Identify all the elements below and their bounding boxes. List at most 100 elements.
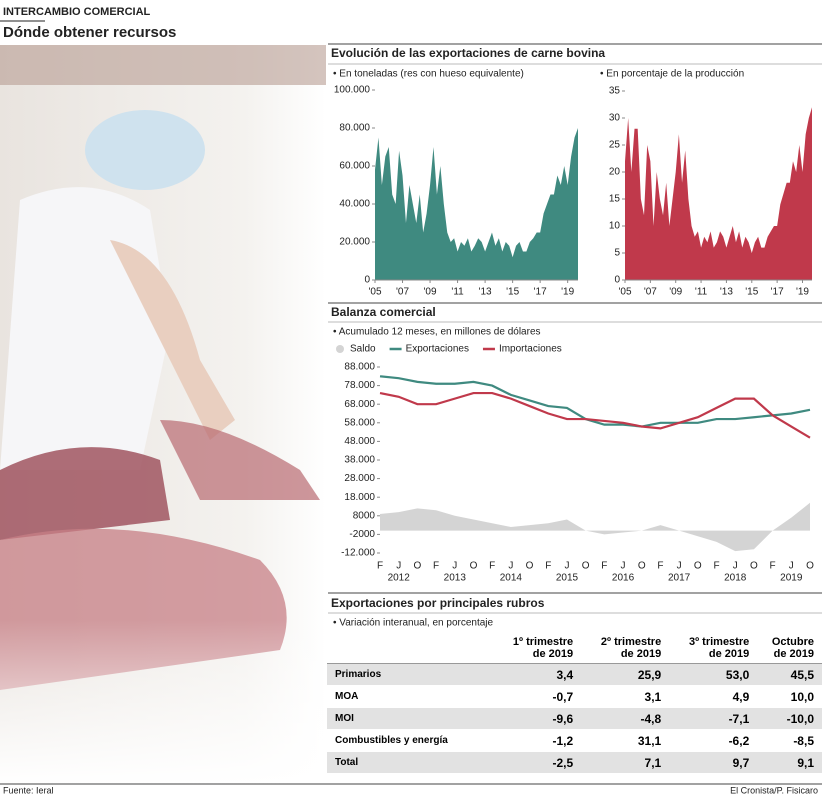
- y-tick-label: 18.000: [344, 492, 375, 503]
- x-tick-label: J: [396, 561, 401, 572]
- cell: -4,8: [581, 707, 670, 730]
- y-tick-label: 0: [614, 275, 620, 286]
- year-label: 2017: [668, 573, 691, 584]
- year-label: 2014: [500, 573, 523, 584]
- year-label: 2015: [556, 573, 579, 584]
- x-tick-label: '07: [396, 287, 409, 298]
- cell: 3,1: [581, 685, 670, 708]
- cell: 53,0: [669, 663, 758, 686]
- x-tick-label: O: [750, 561, 758, 572]
- y-tick-label: 68.000: [344, 399, 375, 410]
- section-title: Exportaciones por principales rubros: [331, 596, 545, 610]
- x-tick-label: J: [677, 561, 682, 572]
- y-tick-label: 48.000: [344, 436, 375, 447]
- row-label: Primarios: [327, 663, 494, 686]
- y-tick-label: 28.000: [344, 473, 375, 484]
- y-tick-label: 60.000: [339, 161, 370, 172]
- y-tick-label: 25: [609, 140, 621, 151]
- y-tick-label: 38.000: [344, 455, 375, 466]
- y-tick-label: 20: [609, 167, 621, 178]
- x-tick-label: J: [508, 561, 513, 572]
- x-tick-label: '13: [720, 287, 733, 298]
- x-tick-label: J: [789, 561, 794, 572]
- x-tick-label: O: [582, 561, 590, 572]
- x-tick-label: O: [470, 561, 478, 572]
- year-label: 2018: [724, 573, 747, 584]
- x-tick-label: '17: [771, 287, 784, 298]
- header-row: 1º trimestre de 2019 2º trimestre de 2019…: [327, 630, 822, 664]
- cell: 25,9: [581, 663, 670, 686]
- y-tick-label: 10: [609, 221, 621, 232]
- year-label: 2016: [612, 573, 635, 584]
- y-tick-label: 80.000: [339, 123, 370, 134]
- y-tick-label: 0: [364, 275, 370, 286]
- table-subtitle: • Variación interanual, en porcentaje: [333, 618, 494, 629]
- table-row: Primarios 3,4 25,9 53,0 45,5: [327, 663, 822, 686]
- column-header: Octubre de 2019: [757, 630, 822, 664]
- page-title: Dónde obtener recursos: [3, 24, 176, 41]
- y-tick-label: 88.000: [344, 362, 375, 373]
- column-header: 1º trimestre de 2019: [493, 630, 582, 664]
- cell: 3,4: [493, 663, 582, 686]
- y-tick-label: 8000: [353, 510, 376, 521]
- x-tick-label: '15: [745, 287, 758, 298]
- x-tick-label: J: [564, 561, 569, 572]
- x-tick-label: '11: [451, 287, 464, 298]
- line: [379, 375, 811, 428]
- cell: -8,5: [757, 729, 822, 752]
- cell: 10,0: [757, 685, 822, 708]
- row-label: Combustibles y energía: [327, 729, 494, 752]
- y-tick-label: 35: [609, 86, 621, 97]
- x-tick-label: F: [657, 561, 663, 572]
- section-title: Evolución de las exportaciones de carne …: [331, 46, 605, 60]
- x-tick-label: '15: [506, 287, 519, 298]
- y-tick-label: 100.000: [334, 85, 371, 96]
- x-tick-label: '11: [695, 287, 708, 298]
- photo: [0, 45, 326, 785]
- legend-label: Importaciones: [499, 344, 562, 355]
- credit: El Cronista/P. Fisicaro: [730, 785, 818, 795]
- cell: -6,2: [669, 729, 758, 752]
- x-tick-label: '13: [479, 287, 492, 298]
- area: [380, 502, 810, 552]
- cell: -1,2: [493, 729, 582, 752]
- cell: -9,6: [493, 707, 582, 730]
- cell: 45,5: [757, 663, 822, 686]
- x-tick-label: F: [713, 561, 719, 572]
- x-tick-label: O: [638, 561, 646, 572]
- x-tick-label: J: [621, 561, 626, 572]
- table-row: Combustibles y energía -1,2 31,1 -6,2 -8,5: [327, 729, 822, 752]
- cell: 9,7: [669, 751, 758, 774]
- x-tick-label: O: [806, 561, 814, 572]
- cell: 9,1: [757, 751, 822, 774]
- line: [379, 391, 811, 439]
- area: [375, 128, 578, 280]
- legend-label: Saldo: [350, 344, 376, 355]
- x-tick-label: '19: [796, 287, 809, 298]
- row-label: Total: [327, 751, 494, 774]
- cell: -10,0: [757, 707, 822, 730]
- x-tick-label: '09: [669, 287, 682, 298]
- cell: -7,1: [669, 707, 758, 730]
- x-tick-label: '07: [644, 287, 657, 298]
- x-tick-label: F: [601, 561, 607, 572]
- column-header: 2º trimestre de 2019: [581, 630, 670, 664]
- chart-subtitle: • En porcentaje de la producción: [600, 69, 744, 80]
- x-tick-label: O: [526, 561, 534, 572]
- y-tick-label: -12.000: [341, 548, 375, 559]
- x-tick-label: '09: [424, 287, 437, 298]
- legend-label: Exportaciones: [406, 344, 469, 355]
- area: [625, 107, 812, 280]
- x-tick-label: '05: [368, 287, 381, 298]
- y-tick-label: 5: [614, 248, 620, 259]
- x-tick-label: F: [489, 561, 495, 572]
- kicker: INTERCAMBIO COMERCIAL: [3, 6, 151, 18]
- cell: -2,5: [493, 751, 582, 774]
- y-tick-label: 40.000: [339, 199, 370, 210]
- x-tick-label: F: [770, 561, 776, 572]
- x-tick-label: '19: [561, 287, 574, 298]
- x-tick-label: J: [733, 561, 738, 572]
- table-row: MOA -0,7 3,1 4,9 10,0: [327, 685, 822, 708]
- x-tick-label: '05: [618, 287, 631, 298]
